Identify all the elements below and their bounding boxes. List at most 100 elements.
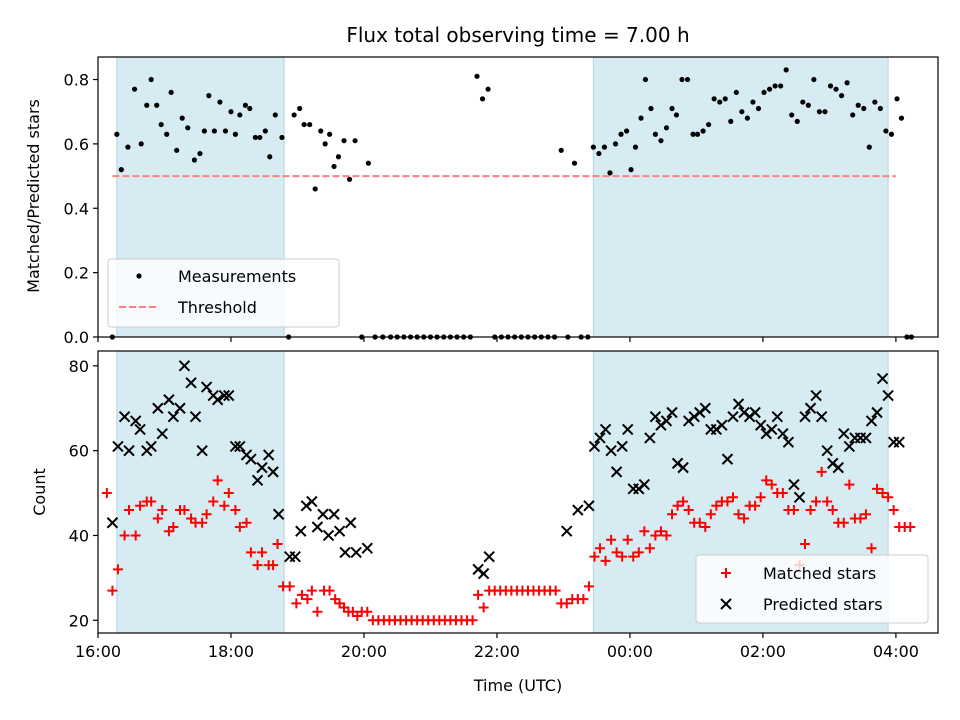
predicted-stars-point bbox=[838, 427, 850, 440]
predicted-stars-point bbox=[200, 381, 213, 393]
predicted-stars-point bbox=[245, 453, 257, 465]
predicted-stars-point bbox=[218, 389, 231, 402]
matched-stars-point bbox=[223, 488, 234, 499]
matched-stars-point bbox=[291, 598, 302, 609]
matched-stars-point bbox=[705, 509, 716, 520]
matched-stars-point bbox=[611, 547, 622, 558]
predicted-stars-point bbox=[699, 402, 711, 414]
predicted-stars-point bbox=[477, 567, 490, 580]
measurements-point bbox=[144, 102, 150, 108]
measurements-point bbox=[571, 160, 578, 166]
top-y-tick-label: 0.0 bbox=[64, 328, 89, 347]
bottom-panel: 20 40 60 80 16:00 18:00 20:00 22:00 00:00 02:00 04… bbox=[69, 350, 939, 661]
top-panel: 0.0 0.2 0.4 0.6 0.8 Measurements Threshold bbox=[64, 56, 939, 347]
top-chart-title: Flux total observing time = 7.00 h bbox=[346, 23, 689, 47]
predicted-stars-point bbox=[350, 546, 362, 559]
predicted-stars-point bbox=[893, 436, 905, 448]
predicted-stars-point bbox=[262, 449, 275, 461]
bottom-x-axis-label: Time (UTC) bbox=[473, 676, 562, 695]
measurements-point bbox=[312, 186, 318, 192]
predicted-stars-point bbox=[810, 389, 822, 402]
predicted-stars-point bbox=[793, 491, 806, 504]
predicted-stars-point bbox=[649, 411, 662, 423]
matched-stars-point bbox=[119, 530, 130, 541]
predicted-stars-point bbox=[229, 440, 242, 453]
measurements-point bbox=[778, 83, 784, 89]
predicted-stars-point bbox=[106, 517, 119, 529]
predicted-stars-point bbox=[594, 432, 606, 444]
matched-stars-point bbox=[678, 496, 689, 507]
measurements-point bbox=[237, 112, 243, 118]
predicted-stars-point bbox=[322, 529, 335, 542]
matched-stars-point bbox=[822, 496, 833, 507]
predicted-stars-point bbox=[616, 440, 628, 453]
matched-stars-point bbox=[800, 538, 811, 549]
predicted-stars-point bbox=[882, 389, 894, 402]
matched-stars-point bbox=[739, 513, 750, 524]
measurements-point bbox=[168, 89, 174, 96]
measurements-point bbox=[301, 121, 307, 128]
measurements-point bbox=[728, 118, 734, 124]
predicted-stars-point bbox=[599, 423, 612, 436]
measurements-point bbox=[894, 96, 900, 102]
matched-stars-point bbox=[777, 488, 788, 499]
predicted-stars-point bbox=[317, 508, 329, 520]
bottom-legend-box bbox=[695, 554, 929, 624]
measurements-point bbox=[335, 154, 342, 160]
measurements-point bbox=[322, 141, 328, 147]
measurements-point bbox=[158, 121, 164, 128]
bottom-y-tick-label: 40 bbox=[69, 526, 89, 545]
bottom-y-tick-label: 20 bbox=[69, 611, 89, 630]
x-tick-label: 00:00 bbox=[607, 642, 653, 661]
measurements-point bbox=[607, 170, 613, 176]
measurements-point bbox=[632, 144, 639, 150]
matched-stars-point bbox=[606, 534, 617, 545]
predicted-stars-point bbox=[771, 411, 784, 423]
measurements-point bbox=[711, 96, 717, 102]
matched-stars-point bbox=[755, 492, 766, 503]
matched-stars-point bbox=[661, 530, 672, 541]
matched-stars-point bbox=[600, 555, 611, 566]
measurements-point bbox=[228, 109, 234, 115]
matched-stars-point bbox=[324, 585, 335, 596]
measurements-point bbox=[327, 131, 333, 137]
measurements-point bbox=[700, 128, 706, 134]
predicted-stars-point bbox=[178, 360, 191, 372]
matched-stars-point bbox=[694, 517, 705, 528]
predicted-stars-point bbox=[754, 419, 767, 431]
matched-stars-point bbox=[219, 500, 230, 511]
measurements-point bbox=[750, 99, 756, 105]
matched-stars-point bbox=[302, 594, 313, 605]
measurements-point bbox=[164, 131, 170, 137]
matched-stars-point bbox=[197, 517, 208, 528]
measurements-point bbox=[201, 128, 207, 134]
matched-stars-point bbox=[107, 585, 118, 596]
matched-stars-point bbox=[201, 509, 212, 520]
legend-threshold-label: Threshold bbox=[177, 298, 257, 317]
bottom-observing-window-1 bbox=[116, 350, 285, 634]
measurements-point bbox=[618, 131, 624, 137]
predicted-stars-point bbox=[156, 427, 168, 440]
predicted-stars-point bbox=[638, 478, 651, 491]
measurements-point bbox=[624, 128, 630, 134]
matched-stars-point bbox=[872, 483, 883, 494]
measurements-point bbox=[883, 128, 889, 134]
predicted-stars-point bbox=[821, 444, 833, 457]
predicted-stars-point bbox=[749, 406, 761, 419]
bottom-axes-frame bbox=[97, 350, 939, 634]
matched-stars-point bbox=[844, 479, 855, 490]
matched-stars-point bbox=[212, 475, 223, 486]
predicted-stars-point bbox=[605, 444, 617, 457]
predicted-stars-point bbox=[295, 525, 307, 537]
measurements-point bbox=[766, 86, 773, 92]
measurements-point bbox=[257, 134, 263, 141]
legend-predicted-swatch bbox=[720, 598, 732, 610]
measurements-point bbox=[669, 105, 675, 112]
matched-stars-point bbox=[855, 513, 866, 524]
matched-stars-point bbox=[252, 560, 263, 571]
x-tick-label: 20:00 bbox=[341, 642, 387, 661]
measurements-point bbox=[318, 128, 324, 134]
x-tick-label: 18:00 bbox=[208, 642, 254, 661]
predicted-stars-point bbox=[134, 423, 146, 436]
